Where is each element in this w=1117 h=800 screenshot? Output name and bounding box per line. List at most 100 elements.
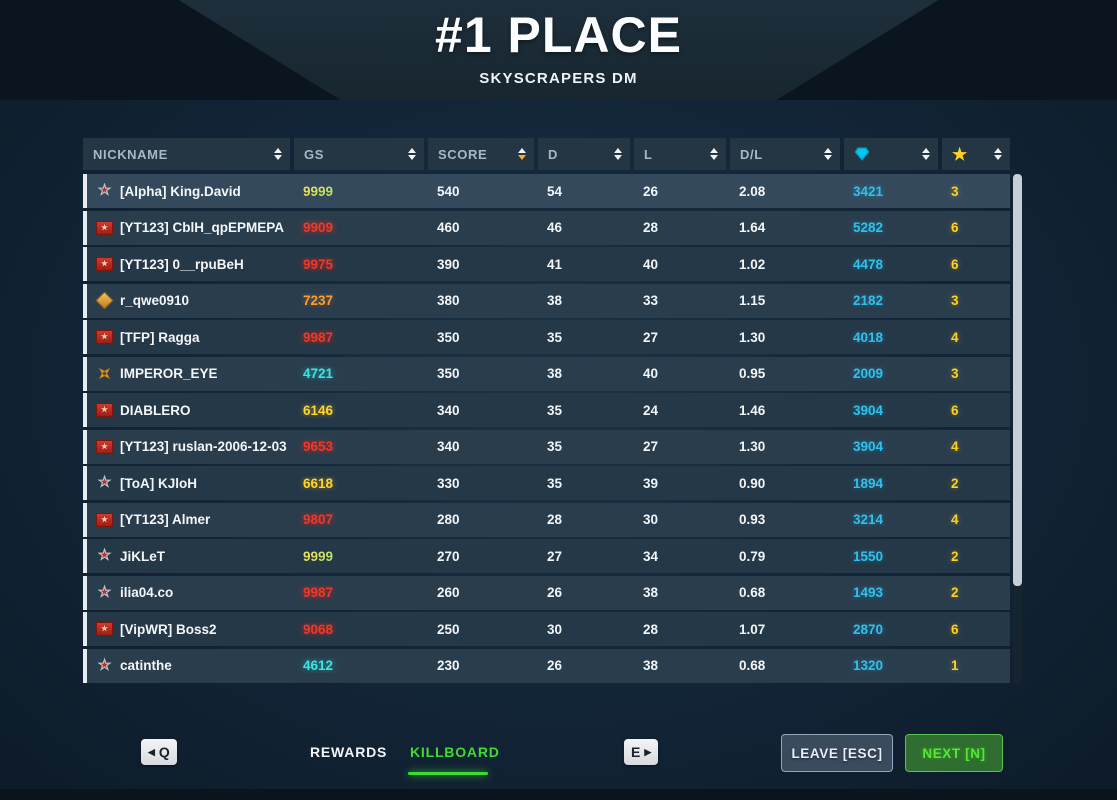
l-value: 38 xyxy=(643,585,659,600)
next-tab-keycap[interactable]: E ▶ xyxy=(624,739,659,765)
key-label: E xyxy=(631,744,641,760)
l-value: 40 xyxy=(643,366,659,381)
medal-star-icon: ★ ★ xyxy=(97,584,112,601)
score-value: 540 xyxy=(437,183,460,199)
table-row[interactable]: ★ DIABLERO 6146 340 35 24 1.46 3904 6 xyxy=(83,393,1010,427)
table-row[interactable]: r_qwe0910 7237 380 38 33 1.15 2182 3 xyxy=(83,283,1010,318)
left-arrow-icon: ◀ xyxy=(148,746,155,757)
nickname-text: ilia04.co xyxy=(120,585,174,600)
nickname-text: [YT123] CblH_qpEPMEPA xyxy=(120,220,285,235)
l-value: 27 xyxy=(643,329,659,345)
l-value: 30 xyxy=(643,512,659,527)
d-value: 35 xyxy=(547,402,563,418)
gem-icon xyxy=(854,146,918,162)
star-value: 4 xyxy=(951,512,959,527)
column-header-gem[interactable] xyxy=(844,138,938,170)
column-header-l[interactable]: L xyxy=(634,138,726,170)
next-button[interactable]: NEXT [N] xyxy=(905,734,1003,772)
gs-value: 9807 xyxy=(303,512,334,527)
table-row[interactable]: ★ ★ [ToA] KJloH 6618 330 35 39 0.90 1894 2 xyxy=(83,466,1010,500)
column-header-score[interactable]: SCORE xyxy=(428,138,534,170)
gem-value: 3214 xyxy=(853,512,884,527)
row-left-bar xyxy=(83,575,87,610)
dl-value: 1.46 xyxy=(739,402,766,418)
table-row[interactable]: ★ ★ catinthe 4612 230 26 38 0.68 1320 1 xyxy=(83,648,1010,683)
l-value: 39 xyxy=(643,475,659,491)
star-value: 2 xyxy=(951,585,959,600)
nickname-cell: ★ [TFP] Ragga xyxy=(83,329,290,346)
d-value: 30 xyxy=(547,621,563,637)
table-row[interactable]: ★ ★ [Alpha] King.David 9999 540 54 26 2.08 3421 3 xyxy=(83,174,1010,208)
header-band: #1 PLACE SKYSCRAPERS DM xyxy=(0,0,1117,100)
column-header-dl[interactable]: D/L xyxy=(730,138,840,170)
row-left-bar xyxy=(83,539,87,573)
table-header: NICKNAME GS SCORE D L D/L ★ xyxy=(83,138,1010,170)
gs-value: 6146 xyxy=(303,402,334,418)
nickname-cell: ★ ★ ilia04.co xyxy=(83,584,290,601)
row-left-bar xyxy=(83,612,87,646)
star-icon: ★ xyxy=(952,144,968,164)
table-row[interactable]: ★ ★ ilia04.co 9987 260 26 38 0.68 1493 2 xyxy=(83,575,1010,610)
sort-arrows-icon xyxy=(922,148,930,160)
gs-value: 7237 xyxy=(303,293,334,308)
table-row[interactable]: ★ [YT123] ruslan-2006-12-03 9653 340 35 27 1.3… xyxy=(83,429,1010,464)
table-row[interactable]: IMPEROR_EYE 4721 350 38 40 0.95 2009 3 xyxy=(83,356,1010,391)
column-label: D xyxy=(548,146,558,162)
star-value: 4 xyxy=(951,439,959,454)
nickname-cell: ★ [YT123] Almer xyxy=(83,511,290,528)
sort-arrows-icon xyxy=(518,148,526,160)
badge-red-icon: ★ xyxy=(96,438,113,455)
table-row[interactable]: ★ [TFP] Ragga 9987 350 35 27 1.30 4018 4 xyxy=(83,320,1010,354)
nickname-cell: ★ DIABLERO xyxy=(83,402,290,419)
table-row[interactable]: ★ ★ JiKLeT 9999 270 27 34 0.79 1550 2 xyxy=(83,539,1010,573)
nickname-text: [VipWR] Boss2 xyxy=(120,621,217,637)
scrollbar-thumb[interactable] xyxy=(1013,174,1022,586)
tab-killboard[interactable]: KILLBOARD xyxy=(410,744,500,760)
place-title: #1 PLACE xyxy=(435,7,682,63)
sort-arrows-icon xyxy=(994,148,1002,160)
scrollbar-track[interactable] xyxy=(1013,174,1022,685)
gs-value: 9909 xyxy=(303,220,334,235)
nickname-text: catinthe xyxy=(120,658,172,673)
star-value: 6 xyxy=(951,402,959,418)
d-value: 38 xyxy=(547,366,563,381)
score-value: 270 xyxy=(437,548,460,564)
column-label: L xyxy=(644,146,653,162)
d-value: 35 xyxy=(547,439,563,454)
d-value: 46 xyxy=(547,220,563,235)
prev-tab-keycap[interactable]: ◀ Q xyxy=(141,739,177,765)
nickname-cell: r_qwe0910 xyxy=(83,292,290,309)
badge-red-icon: ★ xyxy=(96,329,113,346)
l-value: 40 xyxy=(643,256,659,272)
table-row[interactable]: ★ [YT123] Almer 9807 280 28 30 0.93 3214 4 xyxy=(83,502,1010,537)
d-value: 35 xyxy=(547,329,563,345)
nickname-text: JiKLeT xyxy=(120,548,166,564)
dl-value: 1.02 xyxy=(739,256,766,272)
right-arrow-icon: ▶ xyxy=(644,746,652,757)
column-header-d[interactable]: D xyxy=(538,138,630,170)
active-tab-underline xyxy=(408,772,488,775)
nickname-text: [YT123] ruslan-2006-12-03 xyxy=(120,439,287,454)
nickname-text: [YT123] 0__rpuBeH xyxy=(120,256,244,272)
nickname-text: IMPEROR_EYE xyxy=(120,366,218,381)
row-left-bar xyxy=(83,648,87,683)
medal-cross-icon xyxy=(96,365,113,382)
nickname-cell: ★ [VipWR] Boss2 xyxy=(83,621,290,638)
gem-value: 2182 xyxy=(853,293,884,308)
score-value: 250 xyxy=(437,621,460,637)
d-value: 54 xyxy=(547,183,563,199)
dl-value: 0.95 xyxy=(739,366,766,381)
medal-star-icon: ★ ★ xyxy=(97,474,112,491)
score-value: 340 xyxy=(437,439,460,454)
leave-button[interactable]: LEAVE [ESC] xyxy=(781,734,893,772)
column-header-nickname[interactable]: NICKNAME xyxy=(83,138,290,170)
tab-rewards[interactable]: REWARDS xyxy=(310,744,388,760)
table-row[interactable]: ★ [YT123] CblH_qpEPMEPA 9909 460 46 28 1.64 528… xyxy=(83,210,1010,245)
column-header-star[interactable]: ★ xyxy=(942,138,1010,170)
column-header-gs[interactable]: GS xyxy=(294,138,424,170)
table-row[interactable]: ★ [VipWR] Boss2 9068 250 30 28 1.07 2870 6 xyxy=(83,612,1010,646)
dl-value: 0.93 xyxy=(739,512,766,527)
table-row[interactable]: ★ [YT123] 0__rpuBeH 9975 390 41 40 1.02 4478 6 xyxy=(83,247,1010,281)
score-value: 260 xyxy=(437,585,460,600)
key-label: Q xyxy=(158,744,170,760)
